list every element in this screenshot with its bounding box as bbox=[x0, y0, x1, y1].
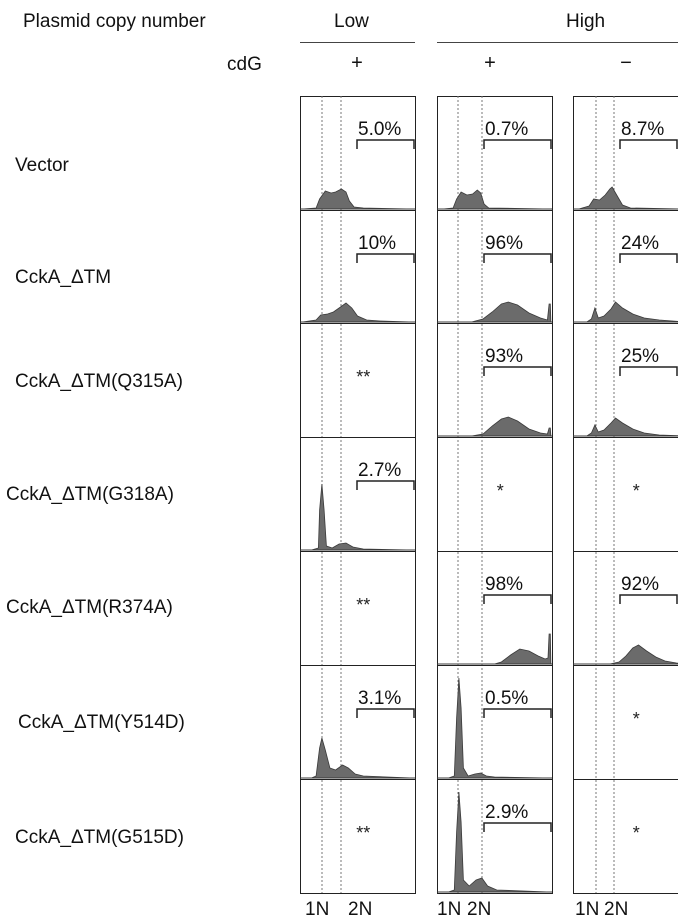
significance-mark-r7-c3: * bbox=[633, 823, 640, 843]
panel-frame-col3 bbox=[573, 96, 678, 894]
gate-percent-r1-c1: 5.0% bbox=[358, 119, 401, 140]
gate-bracket-r2-c2 bbox=[483, 253, 552, 263]
histogram-r1-c1 bbox=[302, 188, 413, 210]
x-tick-2n-col1: 2N bbox=[348, 899, 373, 920]
histogram-r6-c1 bbox=[311, 737, 413, 779]
gate-bracket-r5-c2 bbox=[483, 594, 552, 604]
significance-mark-r6-c3: * bbox=[633, 709, 640, 729]
gate-percent-r2-c1: 10% bbox=[358, 233, 396, 254]
row-label-g515d: CckA_ΔTM(G515D) bbox=[15, 827, 184, 848]
gate-bracket-r4-c1 bbox=[356, 480, 415, 490]
significance-mark-r4-c3: * bbox=[633, 481, 640, 501]
gate-percent-r4-c1: 2.7% bbox=[358, 460, 401, 481]
histogram-r1-c2 bbox=[442, 189, 550, 210]
col-sign-low-plus: + bbox=[351, 52, 363, 74]
row-label-y514d: CckA_ΔTM(Y514D) bbox=[18, 712, 185, 733]
x-tick-2n-col3: 2N bbox=[604, 899, 629, 920]
gate-percent-r5-c2: 98% bbox=[485, 574, 523, 595]
gate-bracket-r3-c3 bbox=[619, 366, 678, 376]
gate-bracket-r1-c2 bbox=[483, 139, 552, 149]
x-tick-1n-col2: 1N bbox=[437, 899, 462, 920]
gate-bracket-r6-c1 bbox=[356, 708, 415, 718]
histogram-r3-c2 bbox=[471, 416, 552, 437]
gate-percent-r5-c3: 92% bbox=[621, 574, 659, 595]
histogram-r5-c2 bbox=[494, 633, 552, 665]
gate-percent-r6-c1: 3.1% bbox=[358, 688, 401, 709]
significance-mark-r7-c1: ** bbox=[356, 823, 370, 843]
histogram-r6-c2 bbox=[448, 677, 550, 779]
histogram-r2-c1 bbox=[302, 302, 413, 323]
gate-bracket-r3-c2 bbox=[483, 366, 552, 376]
col-sign-high-plus: + bbox=[484, 52, 496, 74]
x-tick-1n-col1: 1N bbox=[305, 899, 330, 920]
significance-mark-r5-c1: ** bbox=[356, 595, 370, 615]
row-label-r374a: CckA_ΔTM(R374A) bbox=[6, 597, 173, 618]
cdg-label: cdG bbox=[227, 54, 262, 75]
gate-bracket-r2-c1 bbox=[356, 253, 415, 263]
histogram-r2-c2 bbox=[471, 301, 552, 323]
histogram-r4-c1 bbox=[311, 483, 413, 551]
col-sign-high-minus: − bbox=[620, 52, 632, 74]
row-label-cckA-dtm: CckA_ΔTM bbox=[15, 267, 112, 288]
histogram-r1-c3 bbox=[578, 186, 678, 210]
high-group-line bbox=[437, 42, 678, 43]
panel-frame-col1 bbox=[300, 96, 416, 894]
gate-bracket-r6-c2 bbox=[483, 708, 552, 718]
gate-percent-r1-c3: 8.7% bbox=[621, 119, 664, 140]
gate-percent-r3-c2: 93% bbox=[485, 346, 523, 367]
gate-percent-r6-c2: 0.5% bbox=[485, 688, 528, 709]
gate-percent-r3-c3: 25% bbox=[621, 346, 659, 367]
significance-mark-r4-c2: * bbox=[497, 481, 504, 501]
gate-percent-r1-c2: 0.7% bbox=[485, 119, 528, 140]
histogram-r7-c2 bbox=[448, 791, 550, 893]
significance-mark-r3-c1: ** bbox=[356, 367, 370, 387]
gate-bracket-r1-c1 bbox=[356, 139, 415, 149]
x-tick-1n-col3: 1N bbox=[575, 899, 600, 920]
histogram-r5-c3 bbox=[609, 644, 678, 665]
gate-bracket-r5-c3 bbox=[619, 594, 678, 604]
gate-bracket-r7-c2 bbox=[483, 822, 552, 832]
histogram-r3-c3 bbox=[585, 417, 678, 437]
panel-frame-col2 bbox=[437, 96, 553, 894]
row-label-g318a: CckA_ΔTM(G318A) bbox=[6, 484, 174, 505]
row-label-vector: Vector bbox=[15, 155, 69, 176]
low-group-line bbox=[300, 42, 415, 43]
gate-percent-r2-c2: 96% bbox=[485, 233, 523, 254]
low-copy-label: Low bbox=[334, 11, 369, 32]
gate-bracket-r2-c3 bbox=[619, 253, 678, 263]
x-tick-2n-col2: 2N bbox=[467, 899, 492, 920]
gate-percent-r7-c2: 2.9% bbox=[485, 802, 528, 823]
gate-percent-r2-c3: 24% bbox=[621, 233, 659, 254]
gate-bracket-r1-c3 bbox=[619, 139, 678, 149]
histogram-r2-c3 bbox=[585, 301, 678, 323]
row-label-q315a: CckA_ΔTM(Q315A) bbox=[15, 371, 183, 392]
plasmid-copy-number-label: Plasmid copy number bbox=[23, 11, 206, 32]
high-copy-label: High bbox=[566, 11, 606, 32]
